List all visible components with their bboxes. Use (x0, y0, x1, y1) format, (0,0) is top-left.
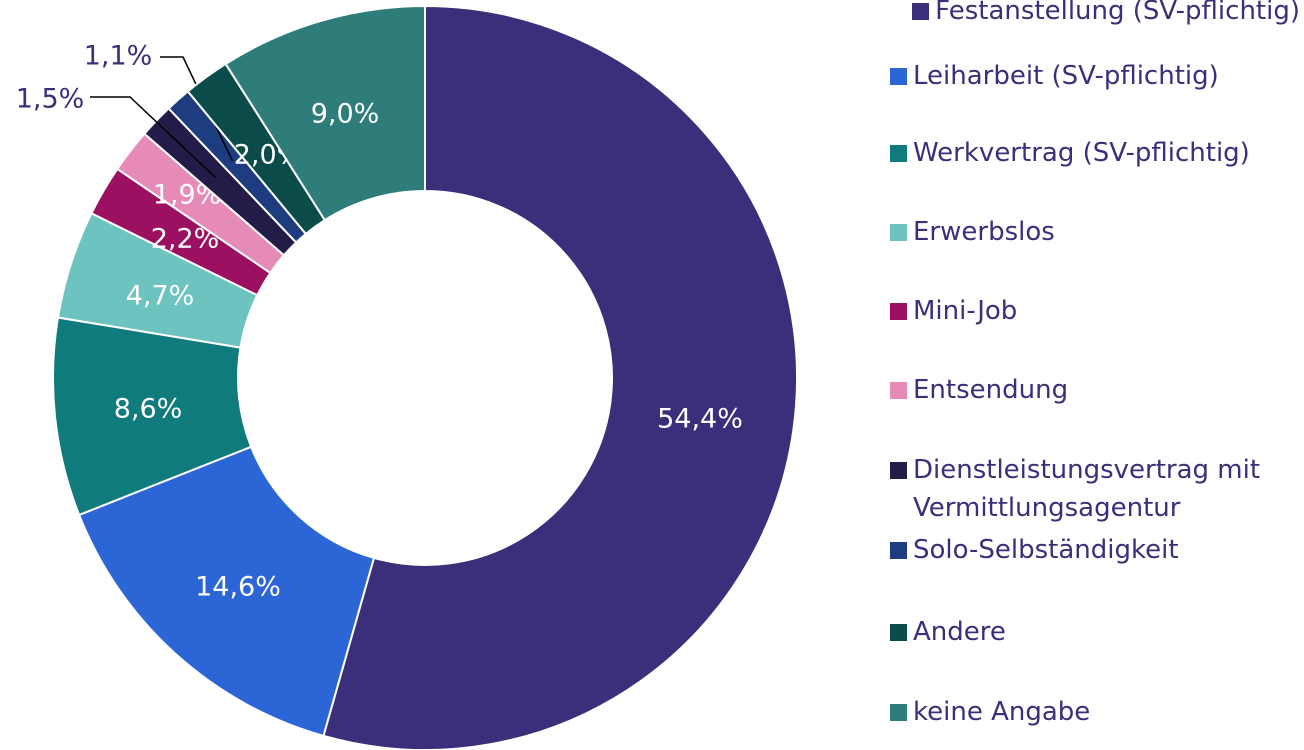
legend-item: Erwerbslos (890, 213, 1303, 251)
legend-swatch (890, 382, 907, 399)
legend-label: Andere (913, 617, 1006, 647)
legend-swatch (890, 704, 907, 721)
data-label: 4,7% (126, 281, 195, 312)
legend-item: Werkvertrag (SV-pflichtig) (890, 134, 1303, 172)
legend-swatch (890, 224, 907, 241)
legend-swatch (890, 303, 907, 320)
legend-item: Entsendung (890, 371, 1303, 409)
data-label: 54,4% (657, 404, 743, 435)
legend-label: Werkvertrag (SV-pflichtig) (913, 138, 1250, 168)
data-label: 1,5% (16, 84, 85, 115)
legend-item: Festanstellung (SV-pflichtig) (912, 0, 1300, 30)
legend-item: Mini-Job (890, 292, 1303, 330)
legend-swatch (890, 68, 907, 85)
legend-label: Erwerbslos (913, 217, 1055, 247)
legend-label: Festanstellung (SV-pflichtig) (935, 0, 1300, 26)
legend-label: keine Angabe (913, 697, 1091, 727)
data-label: 1,1% (84, 41, 153, 72)
legend-label: Dienstleistungsvertrag mit Vermittlungsa… (913, 455, 1261, 523)
legend-swatch (890, 462, 907, 479)
legend-swatch (890, 145, 907, 162)
legend-label: Entsendung (913, 375, 1069, 405)
legend-label: Leiharbeit (SV-pflichtig) (913, 61, 1219, 91)
legend-label: Solo-Selbständigkeit (913, 535, 1179, 565)
legend-swatch (912, 3, 930, 20)
legend-label: Mini-Job (913, 296, 1018, 326)
leader-line (90, 96, 216, 179)
legend-item: Leiharbeit (SV-pflichtig) (890, 57, 1303, 95)
data-label: 9,0% (311, 99, 380, 130)
legend-swatch (890, 624, 907, 641)
slice (77, 445, 376, 738)
legend-item: keine Angabe (890, 693, 1303, 731)
donut: 54,4%14,6%8,6%4,7%2,2%1,9%1,5%1,1%2,0%9,… (16, 4, 798, 750)
legend-item: Andere (890, 613, 1303, 651)
data-label: 8,6% (114, 394, 183, 425)
legend-swatch (890, 542, 907, 559)
legend-item: Dienstleistungsvertrag mit Vermittlungsa… (890, 451, 1303, 527)
slice (224, 4, 426, 222)
slice (322, 4, 798, 750)
legend-item: Solo-Selbständigkeit (890, 531, 1303, 569)
data-label: 14,6% (195, 572, 281, 603)
